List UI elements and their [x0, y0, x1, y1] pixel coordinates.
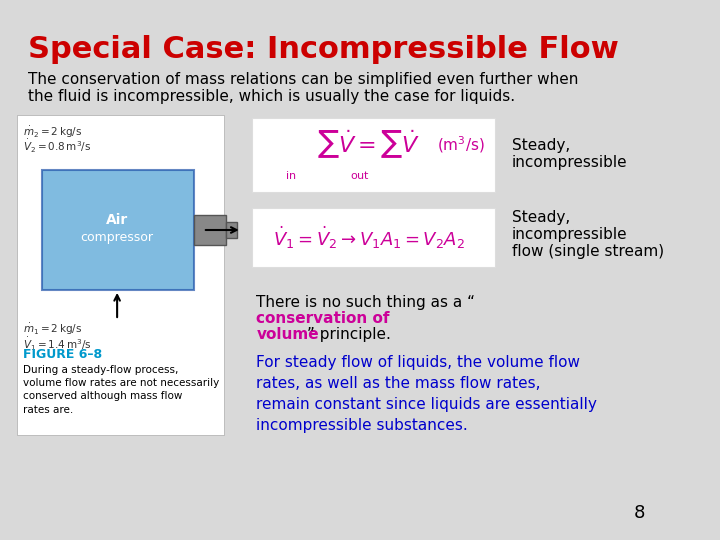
Text: FIGURE 6–8: FIGURE 6–8: [23, 348, 102, 361]
FancyBboxPatch shape: [226, 222, 237, 238]
FancyBboxPatch shape: [252, 118, 495, 192]
Text: $\dot{V}_2 = 0.8\,\mathrm{m^3/s}$: $\dot{V}_2 = 0.8\,\mathrm{m^3/s}$: [23, 138, 91, 155]
Text: $\dot{m}_1 = 2\,\mathrm{kg/s}$: $\dot{m}_1 = 2\,\mathrm{kg/s}$: [23, 322, 82, 337]
Text: $\dot{V}_1 = \dot{V}_2 \rightarrow V_1 A_1 = V_2 A_2$: $\dot{V}_1 = \dot{V}_2 \rightarrow V_1 A…: [273, 225, 465, 251]
Text: $\dot{V}_1 = 1.4\,\mathrm{m^3/s}$: $\dot{V}_1 = 1.4\,\mathrm{m^3/s}$: [23, 336, 91, 353]
Text: For steady flow of liquids, the volume flow
rates, as well as the mass flow rate: For steady flow of liquids, the volume f…: [256, 355, 598, 433]
Text: There is no such thing as a “: There is no such thing as a “: [256, 295, 475, 310]
Text: $\mathrm{in}$: $\mathrm{in}$: [285, 169, 296, 181]
Text: volume: volume: [256, 327, 319, 342]
FancyBboxPatch shape: [17, 115, 224, 435]
Text: ” principle.: ” principle.: [307, 327, 391, 342]
Text: Air: Air: [106, 213, 128, 227]
Text: $(\mathrm{m}^3/\mathrm{s})$: $(\mathrm{m}^3/\mathrm{s})$: [437, 134, 485, 156]
Text: $\mathrm{out}$: $\mathrm{out}$: [350, 169, 369, 181]
Text: incompressible: incompressible: [512, 227, 627, 242]
Text: $\sum \dot{V} = \sum \dot{V}$: $\sum \dot{V} = \sum \dot{V}$: [318, 129, 420, 161]
Text: Steady,: Steady,: [512, 138, 570, 153]
Text: Special Case: Incompressible Flow: Special Case: Incompressible Flow: [27, 35, 618, 64]
FancyBboxPatch shape: [252, 208, 495, 267]
Text: conservation of: conservation of: [256, 311, 390, 326]
Text: $\dot{m}_2 = 2\,\mathrm{kg/s}$: $\dot{m}_2 = 2\,\mathrm{kg/s}$: [23, 125, 82, 140]
FancyBboxPatch shape: [194, 215, 226, 245]
Text: incompressible: incompressible: [512, 155, 627, 170]
FancyBboxPatch shape: [42, 170, 194, 290]
Text: Steady,: Steady,: [512, 210, 570, 225]
Text: compressor: compressor: [81, 232, 153, 245]
Text: 8: 8: [634, 504, 646, 522]
Text: During a steady-flow process,
volume flow rates are not necessarily
conserved al: During a steady-flow process, volume flo…: [23, 365, 220, 415]
Text: flow (single stream): flow (single stream): [512, 244, 664, 259]
Text: The conservation of mass relations can be simplified even further when
the fluid: The conservation of mass relations can b…: [27, 72, 578, 104]
